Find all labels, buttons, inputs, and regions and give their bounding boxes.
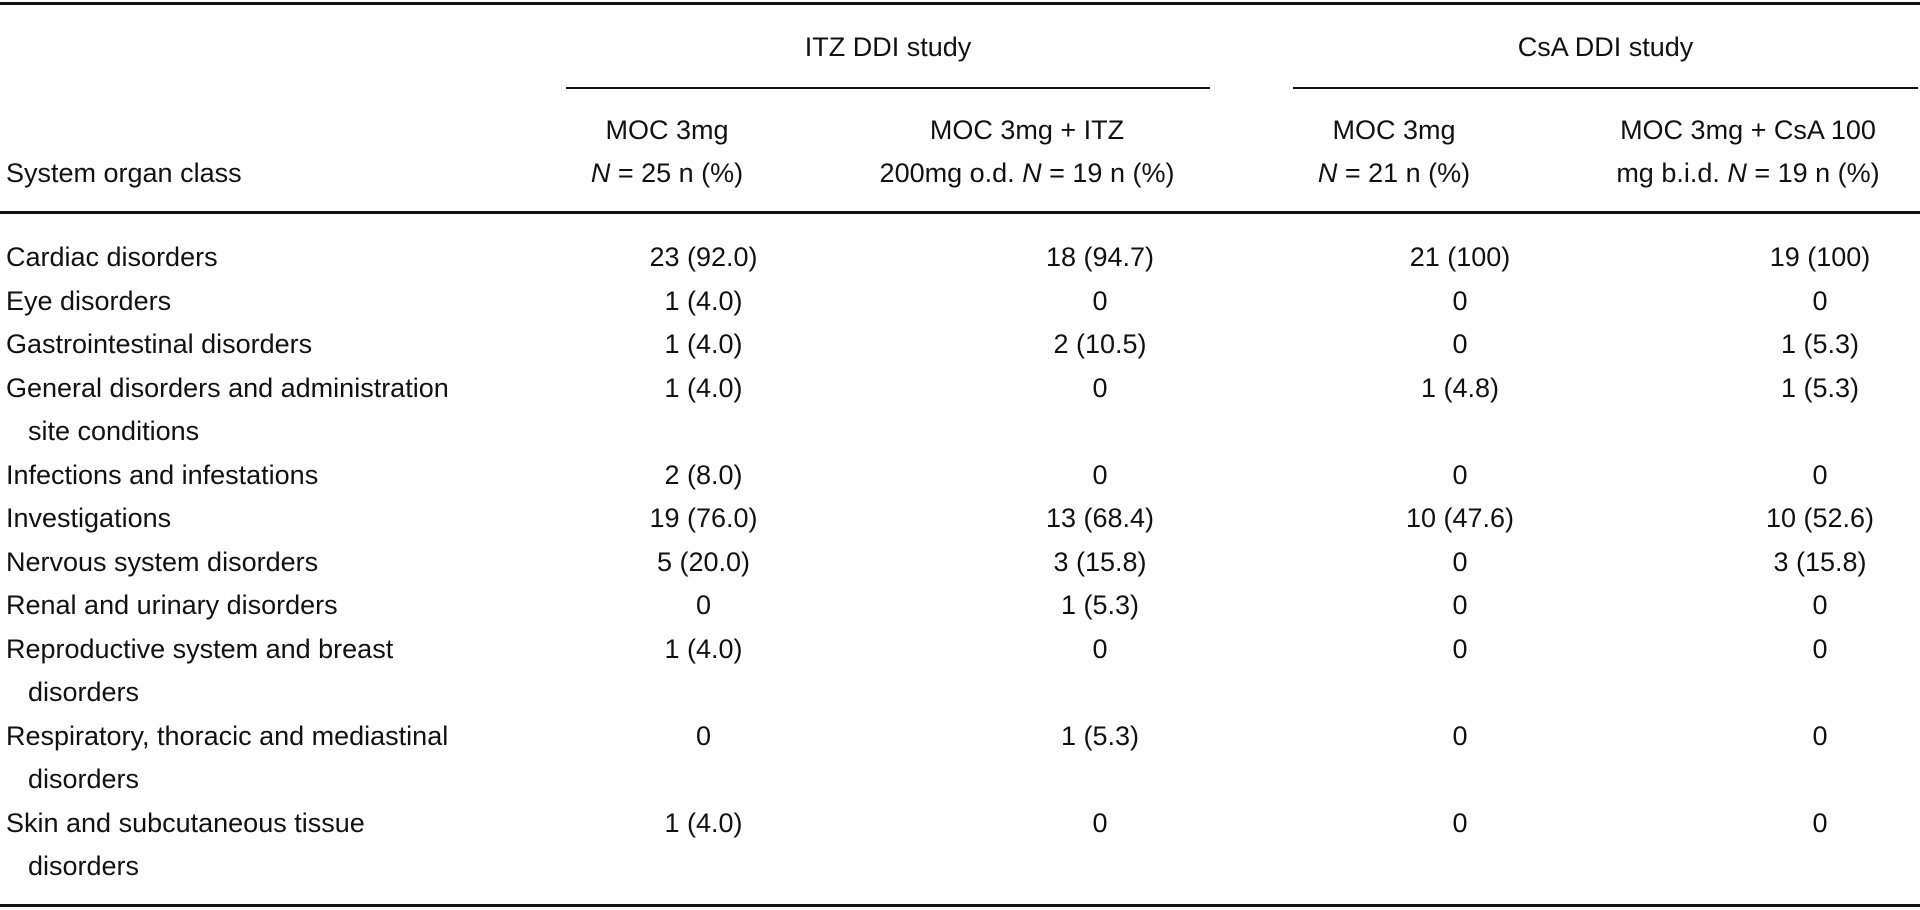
cell-value: 2 (10.5) xyxy=(1053,329,1147,359)
cell-value: 0 xyxy=(1092,285,1108,316)
cell-value: 10 (47.6) xyxy=(1405,503,1515,533)
table-row: Investigations 19 (76.0) 13 (68.4) 10 (47.6… xyxy=(0,497,1920,541)
cell-value: 0 xyxy=(695,720,712,751)
table-row: Renal and urinary disorders 0 1 (5.3) 0 0 xyxy=(0,584,1920,628)
table-row: Eye disorders 1 (4.0) 0 0 0 xyxy=(0,280,1920,324)
cell-value: 19 (76.0) xyxy=(649,503,758,533)
header-text: = 25 n (%) xyxy=(610,158,744,188)
cell-value: 23 (92.0) xyxy=(649,242,758,272)
table-body: Cardiac disorders 23 (92.0) 18 (94.7) 21 (1… xyxy=(0,236,1920,889)
cell-value: 0 xyxy=(1812,285,1828,316)
row-label: Eye disorders xyxy=(6,285,172,316)
stub-header: System organ class xyxy=(6,158,242,188)
column-header-line1: MOC 3mg xyxy=(605,115,729,145)
table-row: Infections and infestations 2 (8.0) 0 0 0 xyxy=(0,454,1920,498)
cell-value: 0 xyxy=(1452,720,1468,751)
row-label: Gastrointestinal disorders xyxy=(6,329,313,359)
column-header-line1: MOC 3mg + CsA 100 xyxy=(1620,115,1876,145)
column-header-3: MOC 3mg N = 21 n (%) xyxy=(1214,109,1574,195)
cell-value: 0 xyxy=(1452,285,1468,316)
row-label: General disorders and administration sit… xyxy=(6,372,449,447)
cell-value: 21 (100) xyxy=(1409,242,1511,272)
cell-value: 18 (94.7) xyxy=(1045,242,1155,272)
column-header-line1: MOC 3mg + ITZ xyxy=(929,115,1125,145)
cell-value: 0 xyxy=(1092,372,1108,403)
row-label: Skin and subcutaneous tissue disorders xyxy=(6,807,365,882)
header-n: N xyxy=(1727,158,1747,188)
header-n: N xyxy=(1022,158,1042,188)
table-row: Respiratory, thoracic and mediastinal di… xyxy=(0,715,1920,802)
column-header-2: MOC 3mg + ITZ 200mg o.d. N = 19 n (%) xyxy=(847,109,1207,195)
table-row: Skin and subcutaneous tissue disorders 1 … xyxy=(0,802,1920,889)
column-header-1: MOC 3mg N = 25 n (%) xyxy=(487,109,847,195)
cell-value: 1 (4.8) xyxy=(1420,372,1500,403)
cell-value: 5 (20.0) xyxy=(656,546,751,577)
cell-value: 1 (5.3) xyxy=(1060,590,1140,620)
cell-value: 2 (8.0) xyxy=(664,459,743,490)
table-row: Cardiac disorders 23 (92.0) 18 (94.7) 21 (1… xyxy=(0,236,1920,280)
row-label: Renal and urinary disorders xyxy=(6,590,338,620)
bottom-rule xyxy=(0,904,1920,907)
cell-value: 1 (4.0) xyxy=(664,807,743,838)
row-label: Respiratory, thoracic and mediastinal di… xyxy=(6,720,449,795)
cell-value: 0 xyxy=(1092,807,1108,838)
cell-value: 0 xyxy=(1452,590,1468,620)
group-rule-csa xyxy=(1293,87,1918,89)
cell-value: 1 (4.0) xyxy=(664,372,743,403)
cell-value: 1 (5.3) xyxy=(1780,329,1860,359)
cell-value: 19 (100) xyxy=(1769,242,1871,272)
cell-value: 1 (5.3) xyxy=(1780,372,1860,403)
table-row: Nervous system disorders 5 (20.0) 3 (15.8)… xyxy=(0,541,1920,585)
header-text: mg b.i.d. xyxy=(1616,158,1728,188)
column-header-line2: N = 21 n (%) xyxy=(1214,152,1574,195)
column-header-line2: N = 25 n (%) xyxy=(487,152,847,195)
cell-value: 0 xyxy=(1092,459,1108,490)
cell-value: 0 xyxy=(1812,633,1828,664)
cell-value: 1 (4.0) xyxy=(664,285,743,316)
column-header-line2: 200mg o.d. N = 19 n (%) xyxy=(847,152,1207,195)
header-text: = 19 n (%) xyxy=(1746,158,1880,188)
cell-value: 0 xyxy=(1452,807,1468,838)
group-rule-itz xyxy=(566,87,1210,89)
cell-value: 1 (4.0) xyxy=(664,633,743,664)
top-rule xyxy=(0,2,1920,5)
cell-value: 0 xyxy=(1812,720,1828,751)
cell-value: 0 xyxy=(1812,459,1828,490)
cell-value: 10 (52.6) xyxy=(1765,503,1875,533)
table-row: General disorders and administration sit… xyxy=(0,367,1920,454)
row-label: Investigations xyxy=(6,503,172,533)
cell-value: 0 xyxy=(1812,807,1828,838)
cell-value: 0 xyxy=(1452,329,1468,359)
cell-value: 0 xyxy=(1092,633,1108,664)
row-label: Reproductive system and breast disorders xyxy=(6,633,394,708)
cell-value: 0 xyxy=(1452,546,1468,577)
table-row: Gastrointestinal disorders 1 (4.0) 2 (10.5… xyxy=(0,323,1920,367)
cell-value: 13 (68.4) xyxy=(1045,503,1155,533)
header-n: N xyxy=(1317,158,1338,188)
cell-value: 0 xyxy=(1452,633,1468,664)
cell-value: 3 (15.8) xyxy=(1053,546,1147,577)
column-header-line2: mg b.i.d. N = 19 n (%) xyxy=(1568,152,1920,195)
group-header-itz: ITZ DDI study xyxy=(804,32,972,62)
header-text: 200mg o.d. xyxy=(879,158,1023,188)
column-header-line1: MOC 3mg xyxy=(1332,115,1456,145)
row-label: Cardiac disorders xyxy=(6,242,218,272)
header-rule xyxy=(0,211,1920,214)
cell-value: 1 (4.0) xyxy=(664,329,743,359)
column-header-4: MOC 3mg + CsA 100 mg b.i.d. N = 19 n (%) xyxy=(1568,109,1920,195)
cell-value: 0 xyxy=(695,590,712,620)
cell-value: 1 (5.3) xyxy=(1060,720,1140,751)
header-text: = 19 n (%) xyxy=(1041,158,1175,188)
cell-value: 0 xyxy=(1812,590,1828,620)
cell-value: 0 xyxy=(1452,459,1468,490)
table-row: Reproductive system and breast disorders… xyxy=(0,628,1920,715)
row-label: Nervous system disorders xyxy=(6,546,319,577)
header-n: N xyxy=(590,158,611,188)
header-text: = 21 n (%) xyxy=(1337,158,1471,188)
cell-value: 3 (15.8) xyxy=(1773,546,1867,577)
row-label: Infections and infestations xyxy=(6,459,319,490)
group-header-csa: CsA DDI study xyxy=(1517,32,1694,62)
